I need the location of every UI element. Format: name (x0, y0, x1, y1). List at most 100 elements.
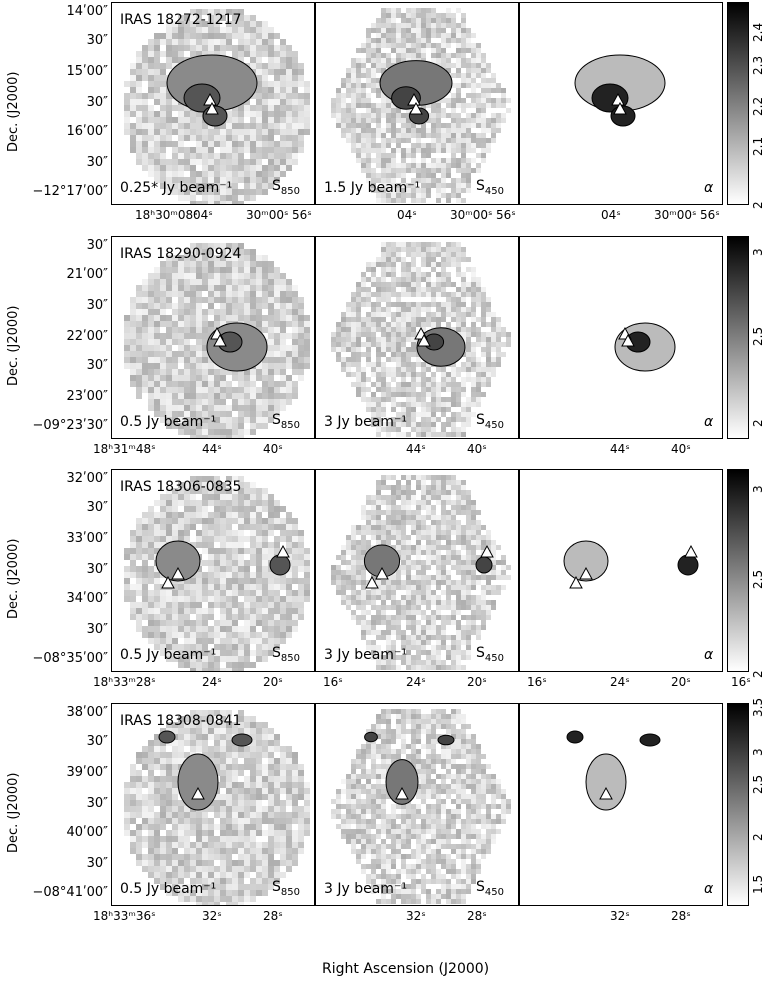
map-pixel (262, 530, 268, 536)
map-pixel (208, 608, 214, 614)
map-pixel (416, 377, 421, 382)
map-pixel (274, 644, 280, 650)
map-pixel (238, 554, 244, 560)
map-pixel (166, 405, 172, 411)
map-pixel (461, 183, 466, 188)
map-pixel (256, 638, 262, 644)
map-pixel (142, 165, 148, 171)
map-pixel (366, 113, 371, 118)
map-pixel (386, 143, 391, 148)
map-pixel (491, 312, 496, 317)
map-pixel (238, 195, 244, 201)
map-pixel (416, 635, 421, 640)
map-pixel (461, 188, 466, 193)
map-pixel (250, 614, 256, 620)
map-pixel (366, 158, 371, 163)
map-pixel (160, 614, 166, 620)
map-pixel (386, 108, 391, 113)
map-pixel (371, 307, 376, 312)
map-pixel (280, 626, 286, 632)
map-pixel (244, 177, 250, 183)
map-pixel (371, 525, 376, 530)
map-pixel (446, 397, 451, 402)
map-pixel (506, 332, 511, 337)
map-pixel (376, 302, 381, 307)
map-pixel (381, 98, 386, 103)
map-pixel (406, 183, 411, 188)
map-pixel (396, 332, 401, 337)
map-pixel (220, 285, 226, 291)
map-pixel (256, 411, 262, 417)
map-pixel (416, 267, 421, 272)
map-pixel (396, 550, 401, 555)
map-pixel (196, 536, 202, 542)
map-pixel (274, 63, 280, 69)
map-pixel (461, 377, 466, 382)
map-pixel (391, 252, 396, 257)
map-pixel (436, 432, 441, 437)
map-pixel (166, 602, 172, 608)
map-pixel (441, 247, 446, 252)
map-pixel (154, 99, 160, 105)
map-pixel (471, 282, 476, 287)
map-pixel (136, 87, 142, 93)
map-pixel (136, 153, 142, 159)
map-pixel (341, 108, 346, 113)
ra-tick-label: 44ˢ (202, 442, 222, 456)
map-pixel (172, 51, 178, 57)
map-pixel (376, 362, 381, 367)
map-pixel (396, 575, 401, 580)
map-pixel (130, 602, 136, 608)
map-pixel (130, 75, 136, 81)
map-pixel (130, 147, 136, 153)
map-pixel (202, 536, 208, 542)
map-pixel (214, 572, 220, 578)
map-pixel (351, 118, 356, 123)
map-pixel (381, 530, 386, 535)
map-pixel (426, 525, 431, 530)
map-pixel (178, 51, 184, 57)
map-pixel (196, 602, 202, 608)
map-pixel (184, 506, 190, 512)
map-pixel (341, 133, 346, 138)
map-pixel (184, 339, 190, 345)
map-pixel (376, 505, 381, 510)
map-pixel (466, 173, 471, 178)
map-pixel (226, 315, 232, 321)
map-pixel (268, 602, 274, 608)
map-pixel (184, 165, 190, 171)
map-pixel (476, 317, 481, 322)
map-pixel (376, 535, 381, 540)
map-pixel (486, 540, 491, 545)
map-pixel (286, 135, 292, 141)
map-pixel (411, 402, 416, 407)
map-pixel (466, 267, 471, 272)
map-pixel (371, 108, 376, 113)
map-pixel (154, 111, 160, 117)
map-pixel (496, 545, 501, 550)
map-pixel (238, 500, 244, 506)
map-pixel (220, 9, 226, 15)
map-pixel (178, 33, 184, 39)
map-pixel (426, 585, 431, 590)
map-pixel (351, 312, 356, 317)
map-pixel (431, 128, 436, 133)
map-pixel (130, 608, 136, 614)
map-pixel (426, 545, 431, 550)
map-pixel (214, 512, 220, 518)
map-pixel (366, 387, 371, 392)
map-pixel (391, 18, 396, 23)
map-pixel (421, 158, 426, 163)
map-pixel (426, 13, 431, 18)
map-pixel (130, 530, 136, 536)
map-pixel (148, 375, 154, 381)
map-pixel (232, 596, 238, 602)
map-pixel (356, 153, 361, 158)
map-pixel (441, 113, 446, 118)
map-pixel (184, 147, 190, 153)
map-pixel (250, 303, 256, 309)
map-pixel (208, 411, 214, 417)
map-pixel (238, 9, 244, 15)
map-pixel (381, 188, 386, 193)
map-pixel (250, 255, 256, 261)
